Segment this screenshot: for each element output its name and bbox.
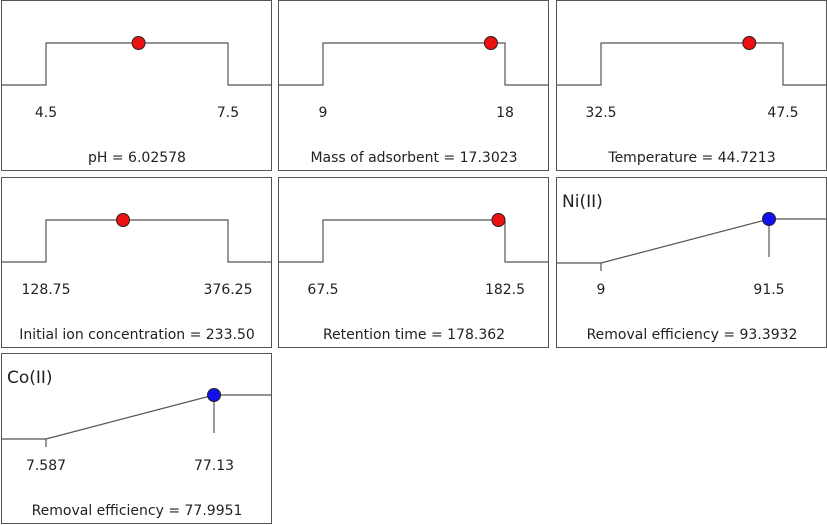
low-limit-label: 4.5 xyxy=(35,105,57,121)
high-limit-label: 77.13 xyxy=(194,458,234,474)
panel-7: Co(II) 7.587 77.13 Removal efficiency = 77.… xyxy=(1,353,272,524)
desirability-curve xyxy=(278,219,548,263)
low-limit-label: 67.5 xyxy=(307,282,338,298)
setting-caption: pH = 6.02578 xyxy=(88,150,186,166)
low-limit-label: 32.5 xyxy=(585,105,616,121)
current-setting-marker xyxy=(131,36,146,50)
setting-caption: Removal efficiency = 77.9951 xyxy=(32,503,243,519)
panel-1: 4.5 7.5 pH = 6.02578 xyxy=(1,0,272,171)
panel-4: 128.75 376.25 Initial ion concentration = … xyxy=(1,177,272,348)
high-limit-label: 47.5 xyxy=(767,105,798,121)
low-limit-label: 7.587 xyxy=(26,458,66,474)
response-title: Co(II) xyxy=(7,368,53,388)
panel-6: Ni(II) 9 91.5 Removal efficiency = 93.3932 xyxy=(556,177,827,348)
desirability-curve xyxy=(1,394,271,440)
desirability-curve xyxy=(1,219,271,263)
setting-caption: Temperature = 44.7213 xyxy=(607,150,775,166)
high-limit-label: 182.5 xyxy=(485,282,525,298)
panel-5: 67.5 182.5 Retention time = 178.362 xyxy=(278,177,549,348)
setting-caption: Removal efficiency = 93.3932 xyxy=(587,327,798,343)
setting-caption: Initial ion concentration = 233.50 xyxy=(19,327,255,343)
panel-2: 9 18 Mass of adsorbent = 17.3023 xyxy=(278,0,549,171)
low-limit-label: 9 xyxy=(319,105,328,121)
current-setting-marker xyxy=(116,213,131,227)
low-limit-label: 128.75 xyxy=(22,282,71,298)
high-limit-label: 91.5 xyxy=(753,282,784,298)
desirability-curve xyxy=(556,218,826,264)
current-setting-marker xyxy=(491,213,506,227)
setting-caption: Mass of adsorbent = 17.3023 xyxy=(310,150,517,166)
current-setting-marker xyxy=(207,388,221,402)
high-limit-label: 376.25 xyxy=(204,282,253,298)
desirability-curve xyxy=(556,42,826,86)
current-setting-marker xyxy=(483,36,498,50)
panel-3: 32.5 47.5 Temperature = 44.7213 xyxy=(556,0,827,171)
current-setting-marker xyxy=(762,212,776,226)
low-limit-label: 9 xyxy=(597,282,606,298)
current-setting-marker xyxy=(742,36,757,50)
response-title: Ni(II) xyxy=(562,192,603,212)
high-limit-label: 7.5 xyxy=(217,105,239,121)
desirability-curve xyxy=(278,42,548,86)
high-limit-label: 18 xyxy=(496,105,514,121)
setting-caption: Retention time = 178.362 xyxy=(323,327,505,343)
